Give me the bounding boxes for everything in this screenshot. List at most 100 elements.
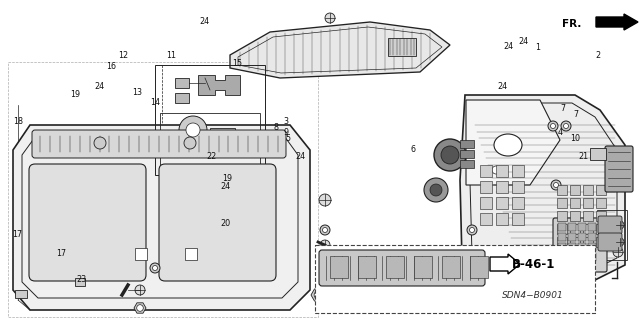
Polygon shape [210,128,245,155]
Bar [557,224,567,234]
Bar [442,256,460,278]
Bar [570,185,580,195]
Text: 3: 3 [284,117,289,126]
Circle shape [179,116,207,144]
Polygon shape [134,303,146,313]
Bar [596,224,606,234]
FancyBboxPatch shape [29,164,146,281]
Text: SDN4−B0901: SDN4−B0901 [502,291,564,300]
Text: 24: 24 [200,17,210,26]
Bar [388,38,416,56]
Bar [568,253,576,261]
Text: 13: 13 [132,88,143,97]
FancyArrow shape [490,254,520,274]
Circle shape [186,123,200,137]
Bar [496,165,508,177]
Text: 24: 24 [296,152,306,161]
Text: FR.: FR. [562,19,581,29]
Text: 7: 7 [561,104,566,113]
FancyBboxPatch shape [605,146,633,192]
FancyBboxPatch shape [159,164,276,281]
Bar [512,165,524,177]
Bar [596,198,606,208]
FancyBboxPatch shape [598,233,622,251]
Text: 14: 14 [150,98,160,107]
Polygon shape [460,95,625,290]
Text: 8: 8 [274,123,279,132]
Polygon shape [375,299,385,307]
Text: 24: 24 [220,182,230,191]
Bar [386,256,404,278]
Bar [588,223,596,231]
Bar [557,185,567,195]
Circle shape [152,265,157,271]
Circle shape [430,184,442,196]
Bar [135,248,147,260]
Polygon shape [420,291,430,299]
Bar [496,213,508,225]
Circle shape [470,227,474,233]
Bar [175,78,189,88]
Circle shape [94,137,106,149]
FancyBboxPatch shape [598,216,622,234]
Bar [578,243,586,251]
Bar [568,243,576,251]
Text: 4: 4 [557,128,563,137]
Text: 24: 24 [94,82,104,91]
Bar [358,256,376,278]
Text: 1: 1 [535,43,540,52]
Circle shape [377,300,383,306]
Circle shape [320,240,330,250]
Bar [175,93,189,103]
Circle shape [325,13,335,23]
Text: 12: 12 [118,51,128,60]
Circle shape [441,146,459,164]
Text: 19: 19 [70,90,81,99]
Bar [558,233,566,241]
Text: 20: 20 [220,219,230,228]
Bar [578,223,586,231]
Circle shape [323,227,328,233]
Bar [558,253,566,261]
Bar [588,253,596,261]
Text: 16: 16 [106,63,116,71]
Polygon shape [466,100,560,185]
Circle shape [422,292,428,298]
Bar [583,185,593,195]
Bar [597,210,627,260]
Text: 18: 18 [13,117,23,126]
Bar [570,211,580,221]
Circle shape [467,300,473,306]
Bar [558,223,566,231]
Text: 9: 9 [284,128,289,137]
FancyArrow shape [596,14,638,30]
Bar [596,211,606,221]
Bar [596,185,606,195]
Ellipse shape [494,134,522,156]
Circle shape [320,225,330,235]
Circle shape [616,238,624,246]
Text: 21: 21 [579,152,589,161]
Circle shape [314,291,322,299]
Bar [588,243,596,251]
Circle shape [150,263,160,273]
Text: 23: 23 [77,275,87,284]
Polygon shape [311,289,325,301]
Bar [330,256,348,278]
Polygon shape [230,22,450,78]
Circle shape [554,182,559,188]
Bar [470,256,488,278]
FancyBboxPatch shape [319,250,485,286]
Bar [583,224,593,234]
Bar [512,181,524,193]
Bar [512,213,524,225]
Text: 24: 24 [504,42,514,51]
Text: 24: 24 [497,82,508,91]
Bar [512,197,524,209]
Bar [15,290,27,298]
Bar [496,197,508,209]
Circle shape [184,137,196,149]
Bar [583,198,593,208]
Bar [75,278,85,286]
Circle shape [332,292,338,298]
